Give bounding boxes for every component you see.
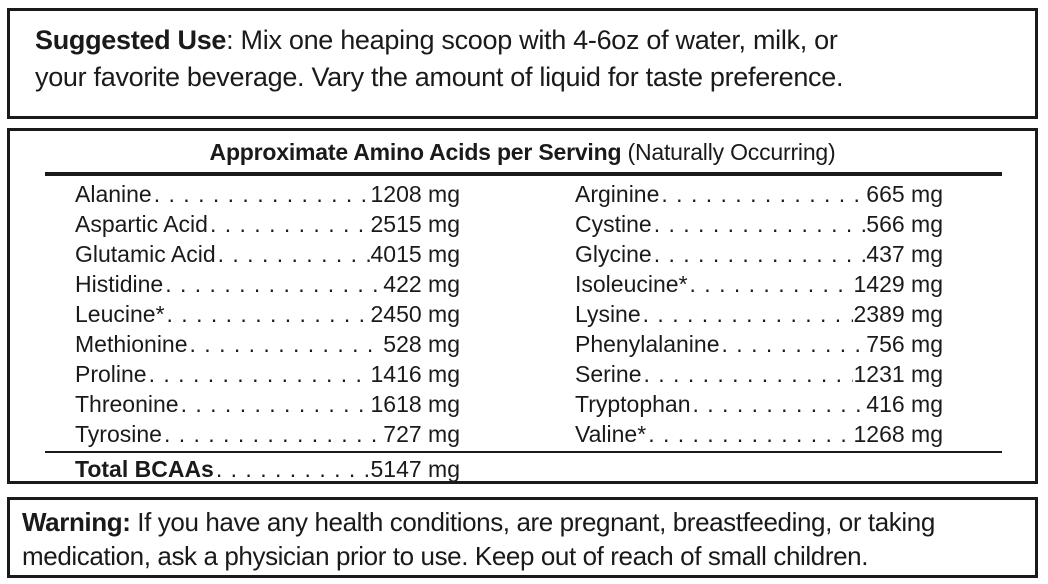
amino-amount: 1618 mg	[370, 391, 460, 417]
header-rule	[45, 172, 1002, 176]
amino-amount: 2450 mg	[370, 301, 460, 327]
amino-amount: 566 mg	[866, 211, 943, 237]
dot-leader	[641, 299, 854, 329]
amino-row: Leucine* 2450 mg	[75, 299, 460, 329]
amino-amount: 1429 mg	[853, 271, 943, 297]
amino-amount: 1208 mg	[370, 181, 460, 207]
amino-name: Isoleucine*	[575, 271, 688, 297]
amino-name: Glycine	[575, 241, 652, 267]
amino-name: Tryptophan	[575, 391, 691, 417]
dot-leader	[152, 179, 371, 209]
suggested-use-line2: your favorite beverage. Vary the amount …	[35, 62, 844, 92]
suggested-use-line1: Suggested Use: Mix one heaping scoop wit…	[35, 22, 1035, 59]
amino-row: Glutamic Acid 4015 mg	[75, 239, 460, 269]
dot-leader	[163, 269, 383, 299]
dot-leader	[208, 209, 371, 239]
dot-leader	[216, 239, 371, 269]
amino-name: Aspartic Acid	[75, 211, 208, 237]
dot-leader	[147, 359, 371, 389]
amino-name: Valine*	[575, 421, 647, 447]
amino-amount: 416 mg	[866, 391, 943, 417]
amino-row: Tyrosine 727 mg	[75, 419, 460, 449]
dot-leader	[688, 269, 854, 299]
suggested-use-label: Suggested Use	[35, 25, 227, 55]
amino-amount: 437 mg	[866, 241, 943, 267]
amino-row: Threonine 1618 mg	[75, 389, 460, 419]
dot-leader	[659, 179, 866, 209]
warning-text1: If you have any health conditions, are p…	[130, 507, 935, 537]
total-rule	[45, 451, 1002, 453]
amino-name: Tyrosine	[75, 421, 162, 447]
amino-row: Methionine 528 mg	[75, 329, 460, 359]
total-bcaas-row: Total BCAAs 5147 mg	[75, 455, 460, 482]
amino-amount: 1231 mg	[853, 361, 943, 387]
amino-row: Glycine 437 mg	[575, 239, 943, 269]
amino-name: Alanine	[75, 181, 152, 207]
amino-amount: 2389 mg	[853, 301, 943, 327]
panel-title-bold: Approximate Amino Acids per Serving	[209, 139, 622, 165]
dot-leader	[652, 239, 867, 269]
amino-row: Tryptophan 416 mg	[575, 389, 943, 419]
suggested-use-text1: : Mix one heaping scoop with 4-6oz of wa…	[226, 25, 838, 55]
amino-row: Lysine 2389 mg	[575, 299, 943, 329]
amino-row: Alanine 1208 mg	[75, 179, 460, 209]
amino-amount: 1268 mg	[853, 421, 943, 447]
amino-name: Serine	[575, 361, 642, 387]
panel-title: Approximate Amino Acids per Serving (Nat…	[10, 139, 1035, 166]
dot-leader	[214, 455, 371, 481]
amino-name: Threonine	[75, 391, 179, 417]
panel-title-regular: (Naturally Occurring)	[621, 139, 836, 165]
warning-box: Warning: If you have any health conditio…	[7, 497, 1038, 578]
warning-label: Warning:	[22, 507, 131, 537]
amino-name: Arginine	[575, 181, 660, 207]
amino-name: Glutamic Acid	[75, 241, 216, 267]
amino-name: Phenylalanine	[575, 331, 720, 357]
amino-row: Proline 1416 mg	[75, 359, 460, 389]
amino-row: Arginine 665 mg	[575, 179, 943, 209]
amino-amount: 1416 mg	[370, 361, 460, 387]
amino-row: Histidine 422 mg	[75, 269, 460, 299]
amino-amount: 422 mg	[383, 271, 460, 297]
dot-leader	[641, 359, 853, 389]
dot-leader	[165, 299, 371, 329]
warning-line1: Warning: If you have any health conditio…	[22, 505, 1035, 539]
amino-columns: Alanine 1208 mg Aspartic Acid 2515 mg Glut…	[10, 179, 1035, 449]
amino-amount: 528 mg	[383, 331, 460, 357]
amino-name: Histidine	[75, 271, 164, 297]
dot-leader	[179, 389, 371, 419]
suggested-use-box: Suggested Use: Mix one heaping scoop wit…	[7, 8, 1038, 119]
dot-leader	[646, 419, 853, 449]
amino-amount: 4015 mg	[370, 241, 460, 267]
amino-row: Cystine 566 mg	[575, 209, 943, 239]
amino-name: Leucine*	[75, 301, 165, 327]
dot-leader	[188, 329, 384, 359]
dot-leader	[691, 389, 867, 419]
amino-name: Methionine	[75, 331, 188, 357]
dot-leader	[162, 419, 383, 449]
amino-amount: 756 mg	[866, 331, 943, 357]
amino-row: Valine* 1268 mg	[575, 419, 943, 449]
amino-name: Lysine	[575, 301, 641, 327]
total-bcaas-label: Total BCAAs	[75, 456, 214, 482]
warning-line2: medication, ask a physician prior to use…	[22, 541, 869, 571]
amino-acids-panel: Approximate Amino Acids per Serving (Nat…	[7, 128, 1038, 484]
amino-name: Cystine	[575, 211, 652, 237]
amino-row: Serine 1231 mg	[575, 359, 943, 389]
dot-leader	[720, 329, 867, 359]
total-bcaas-amount: 5147 mg	[370, 456, 460, 482]
amino-row: Aspartic Acid 2515 mg	[75, 209, 460, 239]
amino-row: Phenylalanine 756 mg	[575, 329, 943, 359]
amino-name: Proline	[75, 361, 147, 387]
amino-amount: 665 mg	[866, 181, 943, 207]
amino-amount: 2515 mg	[370, 211, 460, 237]
amino-row: Isoleucine* 1429 mg	[575, 269, 943, 299]
amino-amount: 727 mg	[383, 421, 460, 447]
amino-column-right: Arginine 665 mg Cystine 566 mg Glycine 437 …	[575, 179, 943, 449]
dot-leader	[652, 209, 867, 239]
amino-column-left: Alanine 1208 mg Aspartic Acid 2515 mg Glut…	[75, 179, 460, 449]
